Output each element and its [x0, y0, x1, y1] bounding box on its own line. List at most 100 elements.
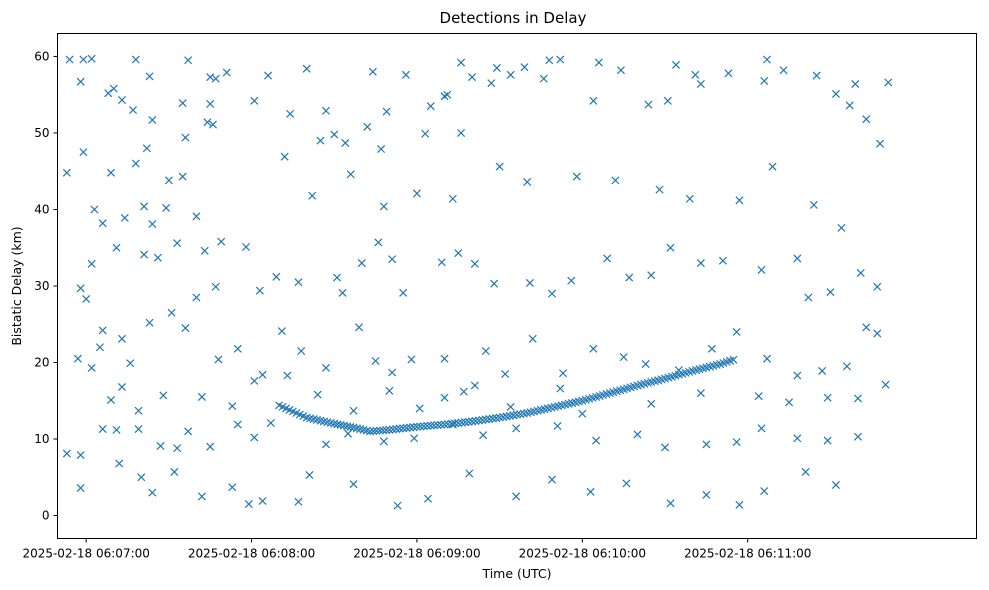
data-point-marker — [702, 440, 711, 449]
data-point-marker — [457, 58, 466, 67]
data-point-marker — [768, 162, 777, 171]
y-tick-label: 20 — [34, 356, 49, 370]
data-point-marker — [208, 120, 217, 129]
x-tick-label: 2025-02-18 06:10:00 — [519, 547, 646, 561]
data-point-marker — [316, 136, 325, 145]
data-point-marker — [369, 427, 378, 436]
data-point-marker — [423, 421, 432, 430]
data-point-marker — [332, 273, 342, 282]
data-point-marker — [366, 427, 375, 436]
data-point-marker — [392, 425, 401, 434]
data-point-marker — [785, 398, 794, 407]
data-point-marker — [339, 421, 348, 430]
data-point-marker — [611, 176, 620, 185]
data-point-marker — [181, 324, 190, 333]
data-point-marker — [388, 255, 397, 264]
data-point-marker — [321, 440, 331, 449]
data-point-marker — [426, 421, 435, 430]
data-point-marker — [831, 89, 840, 98]
y-tick-label: 40 — [34, 202, 49, 216]
data-point-marker — [479, 431, 488, 440]
data-point-marker — [873, 282, 882, 291]
data-point-marker — [818, 366, 827, 375]
data-point-marker — [729, 355, 738, 364]
data-point-marker — [793, 434, 802, 443]
data-point-marker — [346, 422, 355, 431]
data-point-marker — [98, 326, 107, 335]
data-point-marker — [112, 425, 121, 434]
data-point-marker — [197, 392, 206, 401]
data-point-marker — [90, 205, 99, 214]
data-point-marker — [379, 202, 388, 211]
data-point-marker — [148, 219, 157, 229]
data-point-marker — [853, 432, 862, 441]
data-point-marker — [117, 96, 127, 105]
data-point-marker — [760, 76, 769, 85]
data-point-marker — [385, 386, 394, 395]
data-point-marker — [106, 395, 115, 405]
data-point-marker — [167, 308, 176, 317]
data-point-marker — [344, 429, 353, 438]
data-point-marker — [696, 259, 705, 268]
data-point-marker — [454, 249, 463, 258]
x-tick-label: 2025-02-18 06:11:00 — [684, 547, 811, 561]
data-point-marker — [192, 293, 201, 302]
data-point-marker — [228, 402, 237, 411]
data-point-marker — [875, 139, 885, 148]
data-point-marker — [437, 420, 446, 429]
data-point-marker — [696, 389, 705, 398]
data-point-marker — [217, 237, 226, 246]
data-point-marker — [117, 382, 127, 392]
data-point-marker — [572, 172, 581, 181]
data-point-marker — [619, 353, 628, 362]
data-point-marker — [385, 425, 394, 434]
data-point-marker — [450, 419, 459, 428]
data-point-marker — [793, 371, 802, 380]
data-point-marker — [884, 78, 893, 87]
data-point-marker — [382, 426, 391, 435]
data-point-marker — [801, 467, 810, 476]
data-point-marker — [724, 69, 733, 78]
data-point-marker — [184, 56, 193, 65]
data-point-marker — [378, 426, 387, 435]
data-point-marker — [804, 293, 813, 302]
data-point-marker — [120, 213, 129, 222]
data-point-marker — [478, 415, 487, 425]
data-point-marker — [823, 436, 832, 445]
data-point-marker — [528, 334, 537, 343]
data-point-marker — [842, 362, 851, 371]
data-point-marker — [173, 239, 182, 248]
data-point-marker — [430, 421, 439, 430]
data-point-marker — [255, 286, 264, 295]
data-markers — [62, 54, 893, 510]
data-point-marker — [616, 66, 625, 75]
data-point-marker — [258, 370, 267, 379]
data-point-marker — [178, 172, 187, 181]
data-point-marker — [222, 68, 231, 77]
data-point-marker — [156, 441, 165, 450]
data-point-marker — [433, 421, 442, 430]
data-point-marker — [283, 371, 292, 380]
data-point-marker — [556, 384, 565, 393]
data-point-marker — [732, 327, 741, 336]
data-point-marker — [470, 259, 479, 268]
data-point-marker — [294, 497, 303, 506]
data-point-marker — [266, 418, 275, 427]
data-point-marker — [343, 422, 352, 431]
data-point-marker — [735, 196, 744, 205]
data-point-marker — [793, 254, 802, 263]
data-point-marker — [506, 70, 515, 79]
data-point-marker — [481, 347, 490, 356]
data-point-marker — [371, 356, 380, 366]
data-point-marker — [379, 437, 388, 446]
data-point-marker — [702, 490, 711, 499]
data-point-marker — [388, 425, 397, 434]
data-point-marker — [214, 355, 223, 364]
data-point-marker — [440, 92, 449, 101]
data-point-marker — [399, 424, 408, 433]
data-point-marker — [707, 344, 716, 353]
data-point-marker — [547, 475, 557, 484]
data-point-marker — [666, 499, 675, 508]
data-point-marker — [126, 359, 135, 368]
data-point-marker — [625, 273, 634, 282]
